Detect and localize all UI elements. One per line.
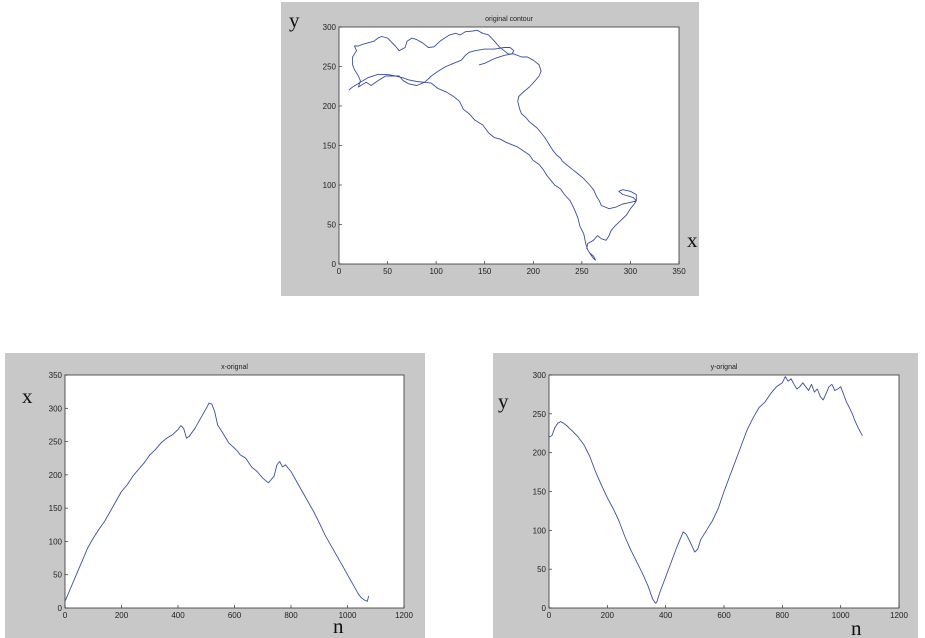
x-tick-label: 800 (284, 611, 298, 620)
y-tick-label: 350 (49, 371, 63, 380)
x-tick-label: 200 (527, 267, 541, 276)
plot-area (64, 374, 405, 609)
x-tick-label: 200 (115, 611, 129, 620)
y-tick-label: 0 (542, 604, 547, 613)
y-tick-label: 300 (49, 404, 63, 413)
y-tick-label: 250 (323, 63, 337, 72)
y-tick-label: 50 (537, 565, 546, 574)
y-axis-label: x (22, 384, 33, 408)
x-tick-label: 400 (171, 611, 185, 620)
x-tick-label: 150 (478, 267, 492, 276)
series-line (348, 29, 637, 261)
y-tick-label: 250 (533, 410, 547, 419)
chart-title: original contour (485, 16, 534, 23)
x-tick-label: 100 (429, 267, 443, 276)
x-tick-label: 600 (228, 611, 242, 620)
x-tick-label: 1000 (339, 611, 357, 620)
x-tick-label: 600 (717, 611, 731, 620)
x-tick-label: 50 (383, 267, 392, 276)
x-tick-label: 1200 (890, 611, 908, 620)
y-tick-label: 100 (533, 526, 547, 535)
figure-y-orignal: y-orignal 0 200 400 600 800 1000 1200 0 50 100 150 2… (493, 353, 918, 638)
figure-x-orignal: x-orignal 0 200 400 600 800 1000 1200 0 50 100 150 2… (5, 353, 425, 638)
y-axis-label: y (498, 389, 509, 413)
y-tick-label: 150 (49, 504, 63, 513)
plot-area (338, 26, 680, 265)
x-axis-label: x (687, 228, 698, 252)
y-tick-label: 200 (323, 102, 337, 111)
x-tick-label: 1200 (395, 611, 413, 620)
series-line (64, 402, 370, 602)
x-tick-label: 350 (672, 267, 686, 276)
x-tick-label: 1000 (832, 611, 850, 620)
y-tick-label: 50 (53, 571, 62, 580)
chart-y-orignal: y-orignal 0 200 400 600 800 1000 1200 0 50 100 150 2… (498, 364, 908, 638)
y-tick-label: 150 (533, 488, 547, 497)
y-tick-label: 100 (323, 181, 337, 190)
x-tick-label: 0 (63, 611, 68, 620)
y-tick-label: 0 (332, 260, 337, 269)
y-tick-label: 0 (58, 604, 63, 613)
x-tick-label: 400 (659, 611, 673, 620)
y-tick-label: 150 (323, 142, 337, 151)
y-tick-label: 250 (49, 438, 63, 447)
y-axis-label: y (289, 8, 300, 32)
chart-original-contour: original contour 0 50 100 150 200 250 300 350 0 50… (289, 8, 698, 276)
y-tick-label: 300 (323, 23, 337, 32)
figure-original-contour: original contour 0 50 100 150 200 250 300 350 0 50… (281, 2, 699, 296)
x-axis-label: n (851, 616, 862, 638)
x-axis-label: n (333, 614, 344, 638)
x-tick-label: 300 (624, 267, 638, 276)
x-tick-label: 800 (776, 611, 790, 620)
x-tick-label: 0 (547, 611, 552, 620)
chart-title: y-orignal (711, 364, 738, 371)
x-tick-label: 0 (337, 267, 342, 276)
y-tick-label: 200 (533, 449, 547, 458)
y-tick-label: 100 (49, 537, 63, 546)
chart-x-orignal: x-orignal 0 200 400 600 800 1000 1200 0 50 100 150 2… (22, 364, 413, 638)
y-tick-label: 300 (533, 371, 547, 380)
series-line (548, 376, 863, 604)
y-tick-label: 200 (49, 471, 63, 480)
y-tick-label: 50 (327, 221, 336, 230)
x-tick-label: 200 (601, 611, 615, 620)
chart-title: x-orignal (221, 364, 248, 371)
x-tick-label: 250 (575, 267, 589, 276)
